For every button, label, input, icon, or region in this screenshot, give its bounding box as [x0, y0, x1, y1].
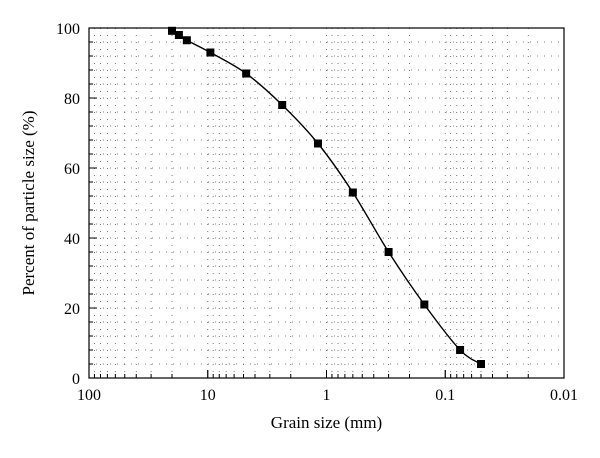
y-tick-label: 20	[64, 301, 80, 318]
data-point	[206, 48, 215, 57]
x-tick-label: 0.01	[550, 387, 578, 404]
data-point	[174, 31, 183, 39]
x-tick-label: 100	[77, 387, 101, 404]
data-point	[313, 139, 322, 148]
y-tick-label: 100	[56, 21, 80, 38]
x-tick-label: 10	[200, 387, 216, 404]
tick-layer: 100 10 1 0.1 0.01 0 20 40 60 80 100	[56, 21, 578, 404]
data-point	[476, 360, 485, 368]
x-axis-title: Grain size (mm)	[271, 413, 382, 432]
grid-layer	[89, 28, 564, 378]
data-point	[420, 300, 429, 309]
y-tick-label: 80	[64, 91, 80, 108]
series-line-layer	[171, 30, 482, 365]
marker-layer	[168, 26, 485, 368]
x-tick-label: 0.1	[435, 387, 455, 404]
y-axis-title: Percent of particle size (%)	[19, 110, 38, 295]
y-tick-label: 60	[64, 161, 80, 178]
data-point	[456, 346, 465, 354]
series-line	[171, 30, 482, 365]
y-tick-label: 0	[72, 371, 80, 388]
data-point	[182, 36, 191, 45]
data-point	[278, 101, 287, 109]
x-tick-label: 1	[323, 387, 331, 404]
data-point	[168, 26, 177, 35]
data-point	[242, 69, 251, 78]
data-point	[348, 188, 357, 197]
y-tick-label: 40	[64, 231, 80, 248]
data-point	[384, 248, 393, 256]
